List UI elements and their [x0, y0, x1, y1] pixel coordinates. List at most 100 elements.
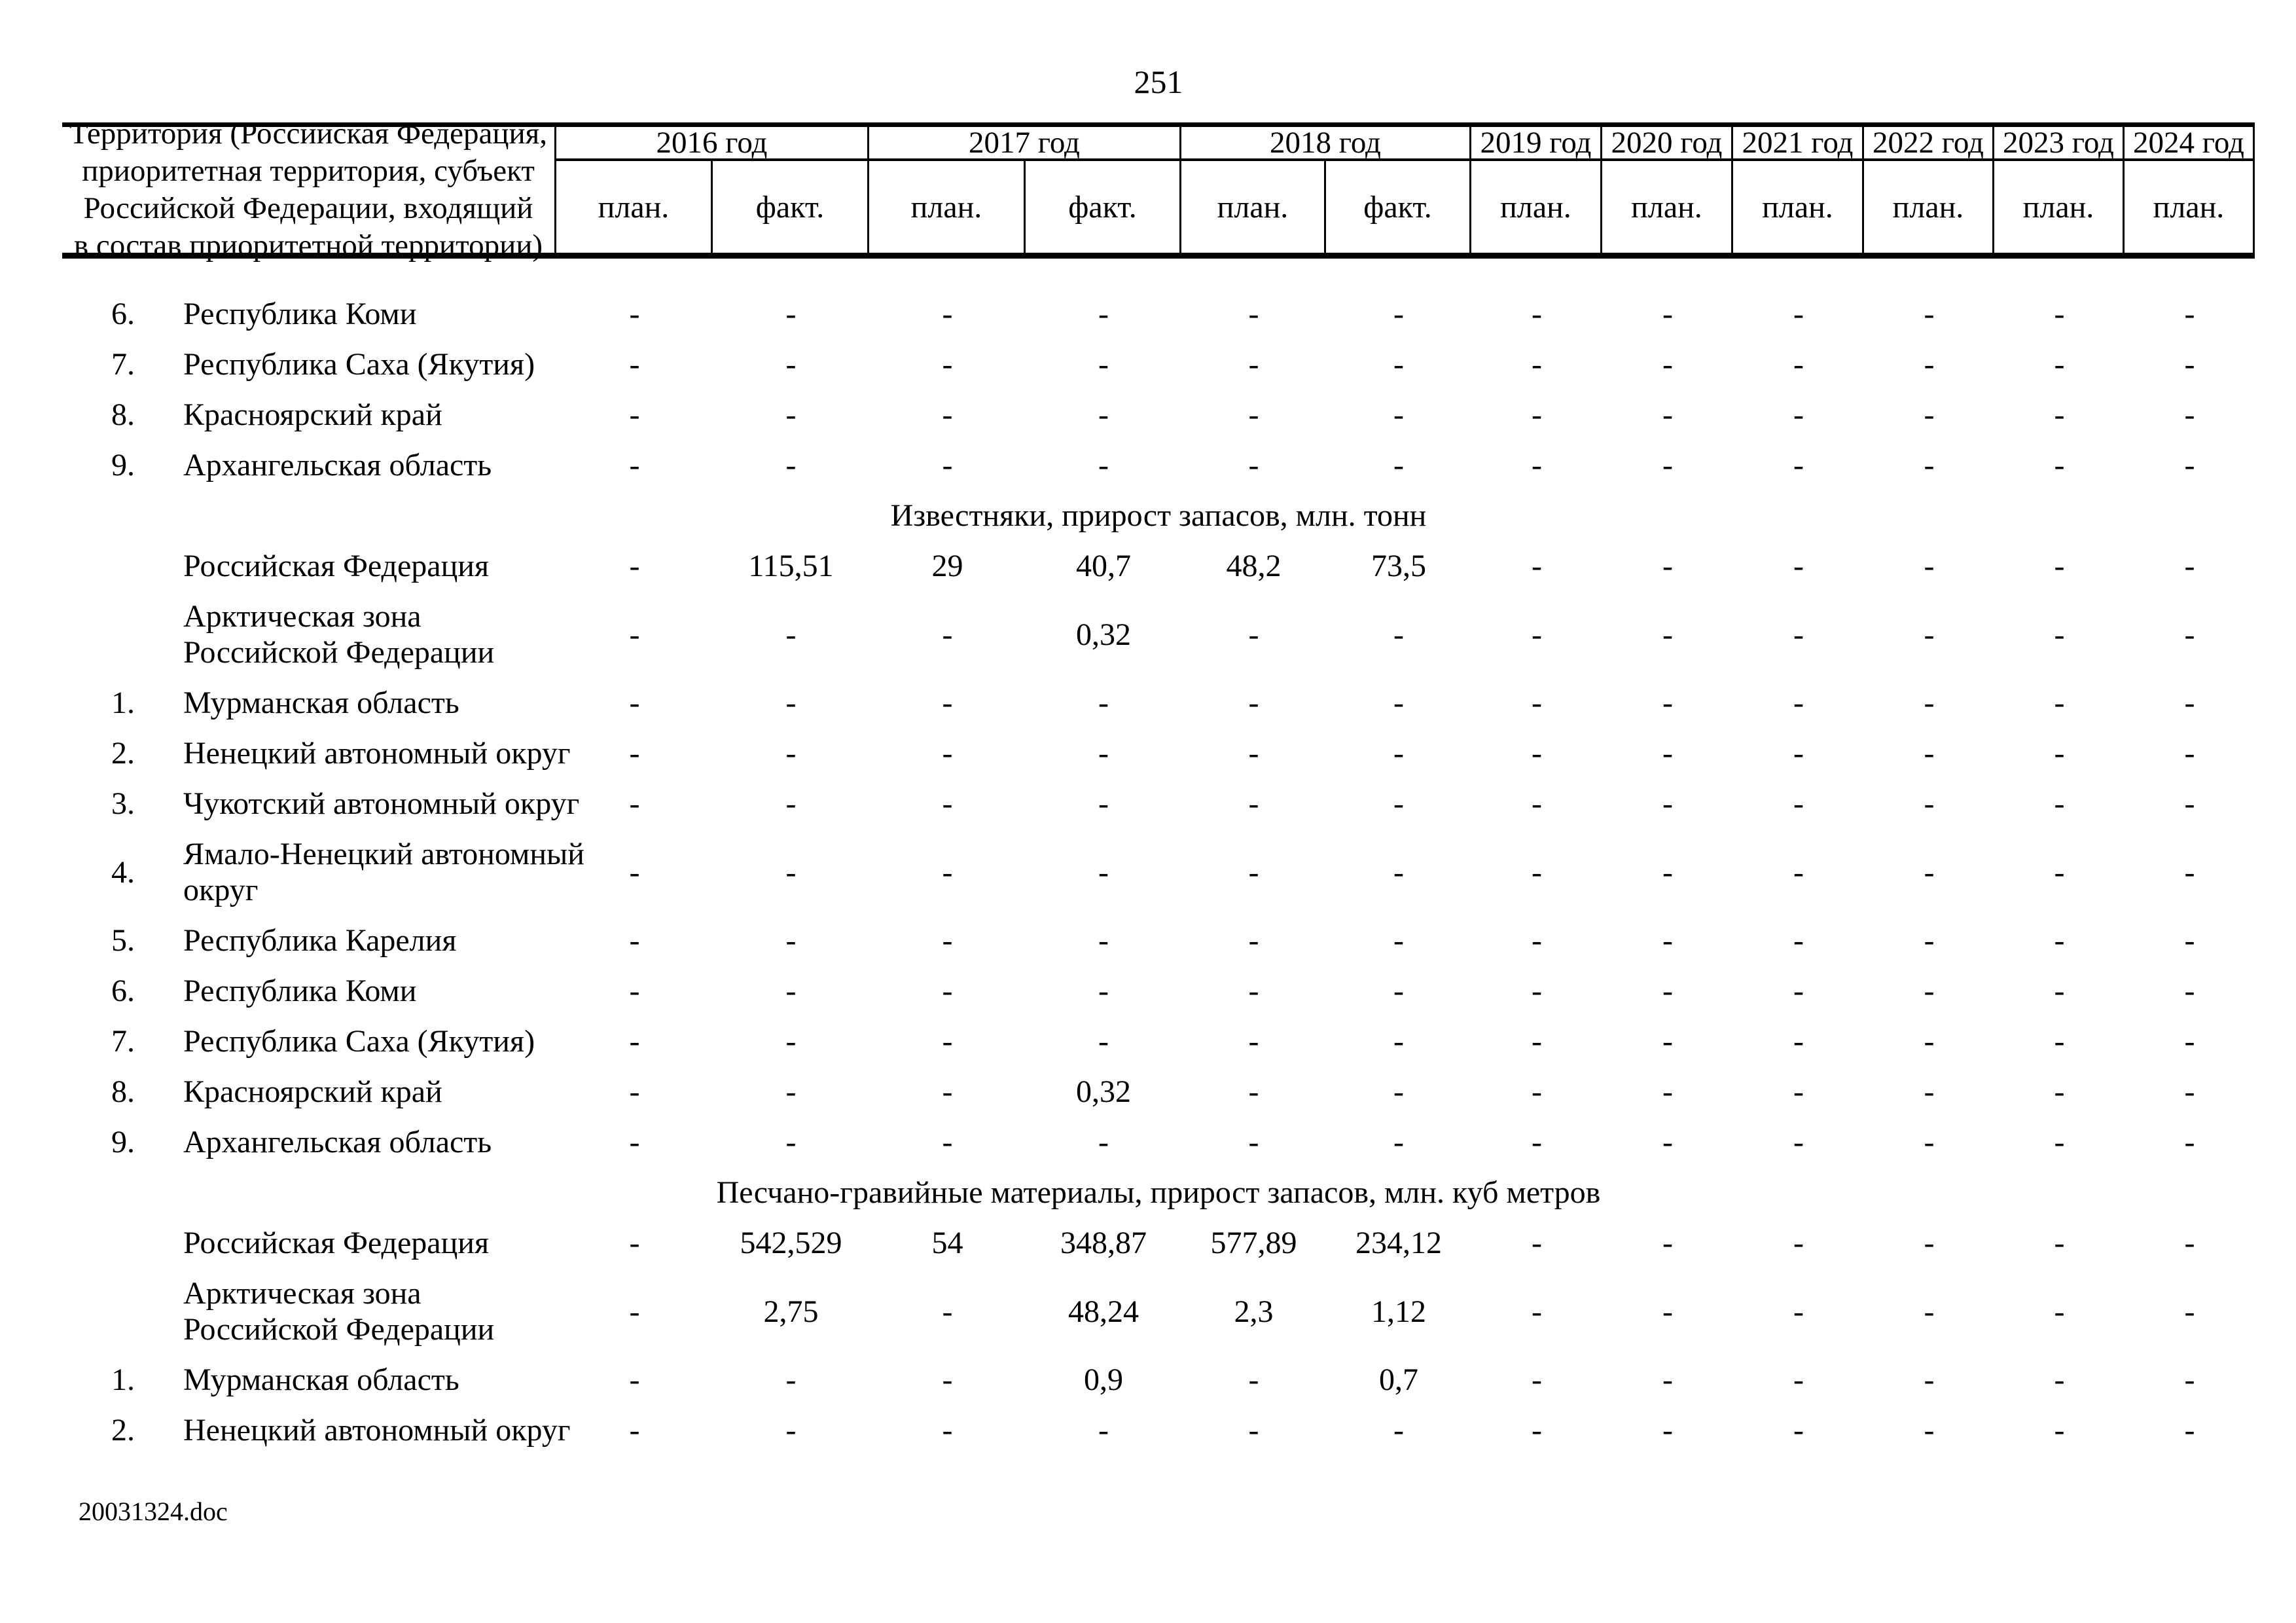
- value-cell: -: [1393, 397, 1404, 432]
- value-cell: -: [1098, 736, 1109, 771]
- table-row: 5. Республика Карелия - - - - - - - - - - - -: [62, 915, 2255, 966]
- value-cell: -: [1662, 549, 1673, 583]
- year-header-2021: 2021 год: [1733, 126, 1864, 161]
- value-cell: -: [1793, 549, 1804, 583]
- territory-cell: 6. Республика Коми: [62, 966, 556, 1016]
- value-cell: -: [1098, 974, 1109, 1008]
- row-number: 3.: [111, 786, 135, 821]
- year-header-2022: 2022 год: [1864, 126, 1994, 161]
- value-cell: -: [1098, 854, 1109, 890]
- value-cell: -: [1793, 854, 1804, 890]
- value-cell: -: [785, 448, 797, 483]
- value-cell: -: [785, 297, 797, 331]
- value-cell: -: [2054, 617, 2065, 652]
- value-cell: -: [1662, 397, 1673, 432]
- value-cell: -: [785, 736, 797, 771]
- subheader-2020-plan: план.: [1602, 161, 1733, 253]
- value-cell: 577,89: [1210, 1226, 1297, 1260]
- value-cell: -: [629, 1413, 640, 1448]
- report-table: Территория (Российская Федерация, приори…: [62, 117, 2255, 1455]
- value-cell: -: [1532, 854, 1542, 890]
- table-header: Территория (Российская Федерация, приори…: [62, 117, 2255, 263]
- value-cell: -: [1793, 923, 1804, 958]
- value-cell: -: [2184, 1413, 2195, 1448]
- table-row: 2. Ненецкий автономный округ - - - - - - - - - - - -: [62, 728, 2255, 778]
- value-cell: -: [1532, 617, 1542, 652]
- value-cell: -: [1924, 685, 1935, 720]
- value-cell: -: [1393, 1024, 1404, 1059]
- value-cell: -: [1098, 923, 1109, 958]
- value-cell: -: [1793, 1125, 1804, 1159]
- value-cell: -: [942, 736, 953, 771]
- value-cell: -: [1248, 685, 1259, 720]
- value-cell: -: [2184, 1024, 2195, 1059]
- year-header-2020: 2020 год: [1602, 126, 1733, 161]
- territory-header-cell: Территория (Российская Федерация, приори…: [62, 117, 556, 263]
- table-row: 1. Мурманская область - - - - - - - - - - - -: [62, 678, 2255, 728]
- territory-name: Республика Саха (Якутия): [183, 1024, 535, 1059]
- value-cell: -: [1248, 1074, 1259, 1109]
- value-cell: -: [942, 1413, 953, 1448]
- value-cell: -: [1662, 974, 1673, 1008]
- value-cell: -: [1248, 786, 1259, 821]
- value-cell: -: [1662, 854, 1673, 890]
- territory-name: Республика Коми: [183, 974, 417, 1008]
- table-row: 1. Мурманская область - - - 0,9 - 0,7 - - - - - -: [62, 1355, 2255, 1405]
- row-number: 9.: [111, 448, 135, 483]
- table-body: 6. Республика Коми - - - - - - - - - - - - 7. Республик…: [62, 289, 2255, 1455]
- table-row: Российская Федерация - 542,529 54 348,87 577,…: [62, 1218, 2255, 1268]
- value-cell: 48,24: [1068, 1294, 1139, 1329]
- value-cell: -: [1098, 685, 1109, 720]
- territory-name: Архангельская область: [183, 1125, 492, 1159]
- value-cell: -: [2184, 1226, 2195, 1260]
- table-row: 2. Ненецкий автономный округ - - - - - - - - - - - -: [62, 1405, 2255, 1455]
- value-cell: -: [1793, 786, 1804, 821]
- row-number: 2.: [111, 736, 135, 771]
- row-number: 4.: [111, 854, 135, 890]
- section-title-row: Известняки, прирост запасов, млн. тонн: [62, 490, 2255, 541]
- value-cell: -: [1532, 549, 1542, 583]
- territory-cell: Арктическая зона Российской Федерации: [62, 591, 556, 678]
- territory-name: Арктическая зона Российской Федерации: [183, 1276, 495, 1347]
- table-row: Российская Федерация - 115,51 29 40,7 48,2 73,…: [62, 541, 2255, 591]
- row-number: 9.: [111, 1125, 135, 1159]
- value-cell: -: [1662, 1294, 1673, 1329]
- value-cell: -: [1393, 297, 1404, 331]
- value-cell: -: [2054, 685, 2065, 720]
- value-cell: -: [2184, 736, 2195, 771]
- value-cell: -: [1532, 786, 1542, 821]
- value-cell: -: [1393, 347, 1404, 382]
- territory-name: Российская Федерация: [183, 549, 490, 583]
- value-cell: -: [2184, 397, 2195, 432]
- value-cell: -: [629, 549, 640, 583]
- value-cell: -: [785, 1413, 797, 1448]
- year-header-2018: 2018 год: [1181, 126, 1471, 161]
- value-cell: -: [942, 1074, 953, 1109]
- value-cell: -: [1098, 297, 1109, 331]
- value-cell: -: [1924, 347, 1935, 382]
- territory-cell: 8. Красноярский край: [62, 1067, 556, 1117]
- value-cell: -: [942, 974, 953, 1008]
- value-cell: -: [2054, 347, 2065, 382]
- value-cell: 2,3: [1234, 1294, 1274, 1329]
- value-cell: -: [942, 448, 953, 483]
- value-cell: -: [785, 397, 797, 432]
- value-cell: -: [1662, 617, 1673, 652]
- table-row: Арктическая зона Российской Федерации - - -…: [62, 591, 2255, 678]
- value-cell: -: [1924, 736, 1935, 771]
- row-number: 6.: [111, 974, 135, 1008]
- subheader-2018-plan: план.: [1181, 161, 1326, 253]
- value-cell: -: [1793, 397, 1804, 432]
- year-header-2023: 2023 год: [1994, 126, 2125, 161]
- value-cell: 0,7: [1379, 1362, 1418, 1397]
- year-header-2024: 2024 год: [2125, 126, 2255, 161]
- value-cell: -: [1924, 1074, 1935, 1109]
- value-cell: -: [1662, 297, 1673, 331]
- value-cell: -: [1098, 448, 1109, 483]
- value-cell: -: [1248, 974, 1259, 1008]
- value-cell: -: [629, 617, 640, 652]
- value-cell: -: [2184, 1362, 2195, 1397]
- value-cell: -: [1793, 685, 1804, 720]
- value-cell: -: [629, 1074, 640, 1109]
